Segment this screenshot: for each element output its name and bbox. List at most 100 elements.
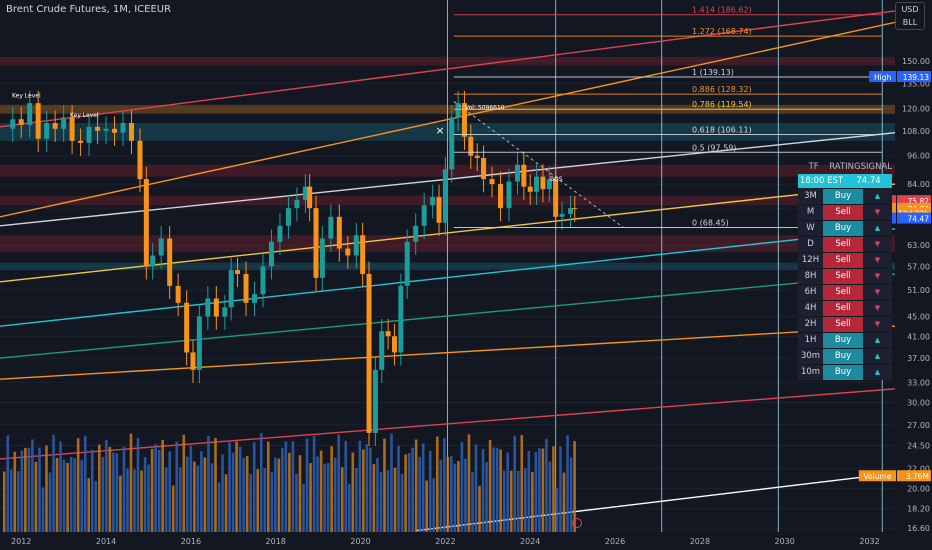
- volume-bar: [513, 435, 517, 532]
- candle-body: [10, 119, 16, 129]
- candle-body: [228, 270, 234, 308]
- volume-bar: [362, 449, 365, 532]
- x-tick-label: 2018: [266, 537, 286, 546]
- candle-body: [307, 186, 313, 209]
- candle-body: [360, 235, 366, 274]
- timeframe: 1H: [798, 333, 823, 348]
- candle-body: [277, 225, 283, 242]
- volume-bar: [516, 470, 520, 532]
- volume-bar: [112, 452, 115, 532]
- price-tag-value: 74.47: [908, 215, 930, 224]
- volume-bar: [210, 463, 214, 532]
- timeframe: D: [798, 237, 823, 252]
- candle-body: [61, 117, 67, 129]
- volume-bar: [534, 452, 538, 532]
- volume-bar: [94, 481, 98, 532]
- y-tick-label: 27.00: [907, 421, 930, 430]
- volume-bar: [562, 472, 566, 532]
- candle-body: [18, 119, 24, 125]
- volume-bar: [523, 467, 527, 532]
- candle-body: [143, 179, 149, 267]
- fib-level-label: 0.5 (97.59): [692, 143, 736, 152]
- volume-bar: [252, 442, 256, 532]
- volume-bar: [281, 447, 284, 532]
- volume-bar: [105, 439, 108, 532]
- volume-bar: [228, 442, 231, 532]
- volume-bar: [17, 471, 20, 532]
- volume-bar: [467, 434, 471, 532]
- chart-annotation: Key Level: [70, 112, 99, 119]
- fib-level-label: 1 (139.13): [692, 68, 734, 77]
- rating: Sell: [823, 269, 863, 284]
- rating: Sell: [823, 317, 863, 332]
- signal-row-d: D Sell ▼: [798, 236, 892, 252]
- candle-body: [404, 241, 410, 286]
- volume-bar: [552, 446, 555, 532]
- candle-body: [572, 208, 578, 210]
- volume-bar: [347, 483, 351, 532]
- currency-unit-button[interactable]: USD BLL: [895, 2, 925, 30]
- volume-bar: [238, 446, 242, 532]
- rating: Buy: [823, 349, 863, 364]
- volume-bar: [372, 464, 376, 532]
- candle-body: [559, 213, 565, 217]
- volume-bar: [309, 463, 312, 532]
- volume-bar: [122, 446, 126, 532]
- volume-bar: [527, 450, 531, 532]
- price-tag-value-box: [897, 195, 931, 207]
- candle-body: [86, 126, 92, 143]
- rating: Buy: [823, 221, 863, 236]
- volume-bar: [83, 435, 87, 532]
- volume-bar: [2, 471, 6, 532]
- candle-body: [302, 186, 308, 200]
- currency-label: USD: [901, 5, 919, 14]
- volume-bar: [337, 434, 341, 532]
- volume-bar: [439, 459, 443, 532]
- candle-body: [69, 117, 75, 141]
- price-tag-value-box: [897, 470, 931, 482]
- candle-body: [379, 331, 385, 370]
- volume-bar: [531, 471, 534, 532]
- volume-bar: [400, 474, 404, 532]
- candle-body: [506, 181, 512, 209]
- close-icon[interactable]: ×: [435, 124, 444, 137]
- rating: Sell: [823, 253, 863, 268]
- y-tick-label: 24.50: [907, 442, 930, 451]
- volume-bar: [90, 449, 94, 532]
- y-tick-label: 120.00: [902, 104, 930, 113]
- y-tick-label: 57.00: [907, 262, 930, 271]
- trend-channel-line: [0, 228, 896, 327]
- volume-bar: [502, 470, 506, 532]
- y-tick-label: 45.00: [907, 313, 930, 322]
- volume-bar: [478, 485, 481, 532]
- volume-bar: [66, 462, 69, 532]
- volume-bar: [186, 456, 189, 532]
- fib-level-label: 0.618 (106.11): [692, 125, 752, 134]
- volume-bar: [390, 433, 393, 532]
- signal-arrow-icon: ▼: [863, 301, 892, 316]
- y-tick-label: 20.00: [907, 485, 930, 494]
- y-tick-label: 30.00: [907, 399, 930, 408]
- candle-body: [150, 255, 156, 267]
- chart-annotation: Vol: 5096610: [465, 105, 505, 112]
- candle-body: [213, 298, 219, 317]
- candle-body: [235, 270, 241, 274]
- signal-row-6h: 6H Sell ▼: [798, 284, 892, 300]
- fib-level-label: 0 (68.45): [692, 219, 729, 228]
- candle-body: [430, 197, 436, 206]
- timeframe: 2H: [798, 317, 823, 332]
- volume-bar: [365, 444, 369, 532]
- volume-bar: [383, 438, 386, 532]
- x-tick-label: 2026: [605, 537, 625, 546]
- volume-bar: [9, 469, 13, 532]
- signal-row-3m: 3M Buy ▲: [798, 188, 892, 204]
- candle-body: [285, 208, 291, 226]
- y-tick-label: 16.60: [907, 524, 930, 533]
- signal-arrow-icon: ▼: [863, 317, 892, 332]
- rating: Sell: [823, 285, 863, 300]
- volume-bar: [207, 435, 210, 532]
- price-tag-value-box: [897, 212, 931, 224]
- volume-bar: [305, 438, 309, 532]
- volume-bar: [80, 460, 83, 532]
